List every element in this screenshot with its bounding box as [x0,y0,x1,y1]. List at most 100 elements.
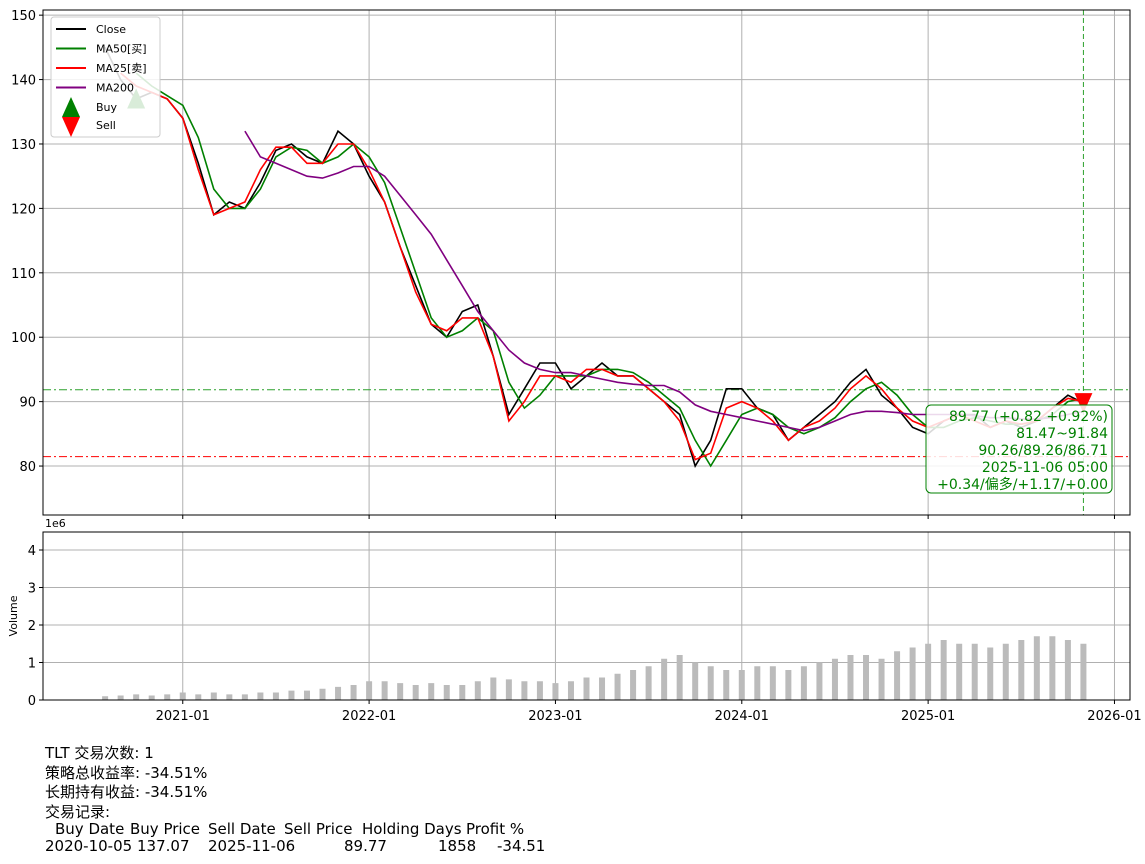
summary-line: 策略总收益率: -34.51% [45,763,208,782]
table-cell: 89.77 [344,837,387,855]
bar [599,677,606,700]
summary-line: 交易记录: [45,802,111,821]
legend-label: MA50[买] [96,43,147,56]
bar [800,666,807,700]
bar [335,686,342,700]
bar [661,658,668,700]
bar [925,643,932,700]
legend-label: MA25[卖] [96,62,147,75]
y-tick-label: 3 [28,582,36,597]
bar [1018,640,1025,700]
y-tick-label: 130 [11,138,36,153]
bar [536,681,543,700]
series-line [120,72,1084,461]
y-tick-label: 90 [19,396,36,411]
bar [816,662,823,700]
offset-label: 1e6 [45,517,66,530]
bar [459,685,466,700]
annotation-text: 89.77 (+0.82 +0.92%) [949,409,1108,425]
table-cell: 137.07 [137,837,190,855]
y-tick-label: 2 [28,619,36,634]
x-tick-label: 2023-01 [528,709,582,720]
y-tick-label: 0 [28,694,36,709]
chart: 80 90 100 110 1 2 0 130 140 150 89.77 (+0.82 +0.92… [7,9,1142,720]
x-tick-label: 2021-01 [156,709,210,720]
y-tick-label: 4 [28,544,36,559]
y-tick-label: 140 [11,74,36,89]
y-tick-label: 1 [28,657,36,672]
bar [1033,636,1040,700]
bar [723,670,730,700]
bar [847,655,854,700]
series-line [244,130,1084,432]
bar [754,666,761,700]
bar [474,681,481,700]
bar [831,658,838,700]
bar [1049,636,1056,700]
x-tick-label: 2022-01 [342,709,396,720]
bar [863,655,870,700]
table-header: Holding Days [362,820,462,838]
bar [428,683,435,700]
bar [878,658,885,700]
legend-box [50,16,161,138]
bar [195,694,202,700]
bar [102,696,109,700]
annotation-text: 2025-11-06 05:00 [982,460,1108,476]
bar [366,681,373,700]
annotation-text: +0.34/偏多/+1.17/+0.00 [937,476,1108,493]
bar [956,643,963,700]
bar [303,690,310,700]
table-header: Sell Date [208,820,276,838]
bar [1080,643,1087,700]
annotation-box [925,404,1113,494]
y-tick-label: 100 [11,331,36,346]
bar [707,666,714,700]
bar [505,679,512,700]
bar [552,683,559,700]
series-line [104,47,1084,468]
bar [676,655,683,700]
bar [987,647,994,700]
annotation-text: 90.26/89.26/86.71 [978,443,1108,459]
bar [785,670,792,700]
bar [738,670,745,700]
y-axis-label: Volume [7,595,20,636]
table-header: Buy Price [130,820,201,838]
bar [117,695,124,700]
bar [614,673,621,700]
bar [226,694,233,700]
legend-label: Sell [96,119,116,132]
bar [210,692,217,700]
bar [381,681,388,700]
y-tick-label: 110 [11,267,36,282]
bar [971,643,978,700]
bar [769,666,776,700]
bar [521,681,528,700]
bar [350,685,357,700]
legend-label: MA200 [96,82,134,95]
bar [909,647,916,700]
bar [567,681,574,700]
plot-frame [42,9,1131,516]
bar [133,694,140,700]
table-header: Profit % [466,820,525,838]
summary-line: 长期持有收益: -34.51% [45,783,208,801]
bar [241,694,248,700]
table-cell: 2025-11-06 [208,837,296,855]
table-cell: 1858 [438,837,477,855]
bar [148,695,155,700]
bar [412,685,419,700]
x-tick-label: 2026-01 [1087,709,1141,720]
bar [940,640,947,700]
legend-swatch [62,117,80,137]
bar [164,694,171,700]
bar [645,666,652,700]
y-tick-label: 80 [19,460,36,475]
trade-marker [1074,393,1093,414]
bar [443,685,450,700]
y-tick-label: 150 [11,9,36,24]
x-tick-label: 2025-01 [901,709,955,720]
legend: Close MA50[买] MA25[卖] MA200 Buy Sell [50,16,161,138]
table-cell: -34.51 [497,837,546,855]
